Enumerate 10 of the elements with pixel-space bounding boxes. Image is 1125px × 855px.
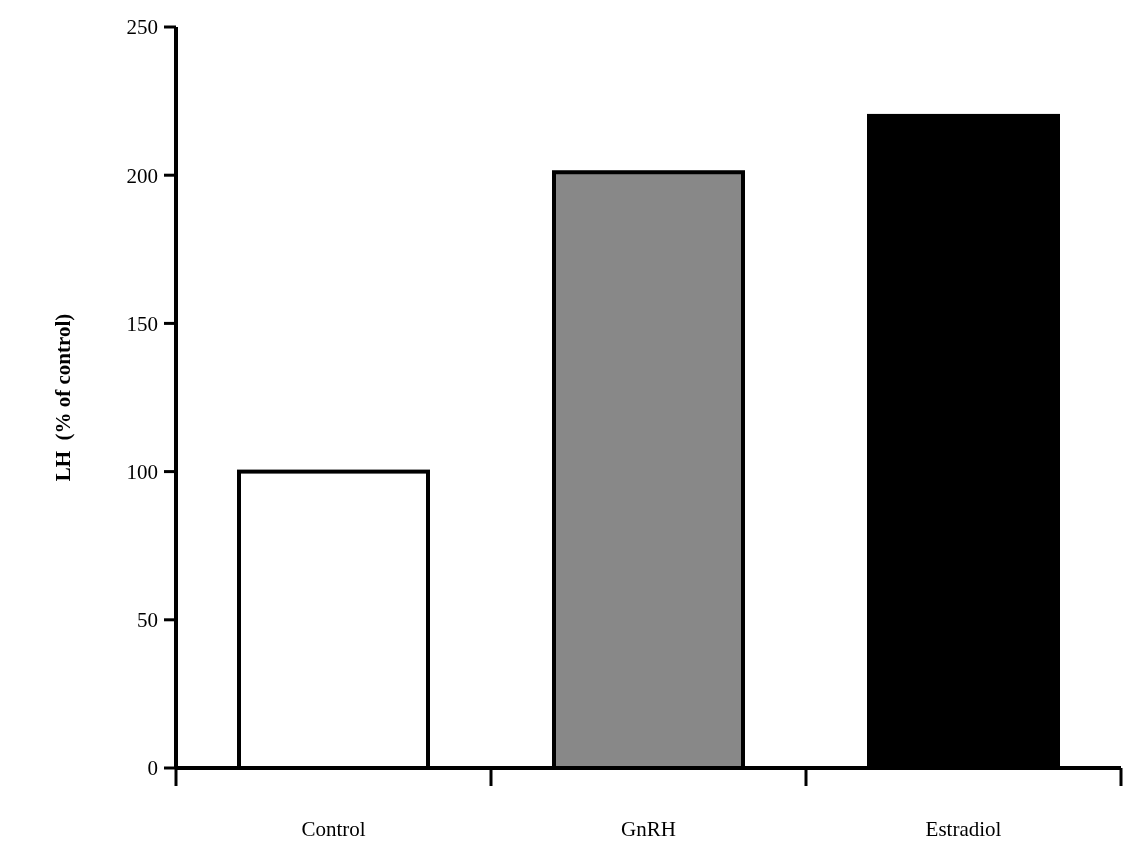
y-tick-label: 50 [137,608,158,633]
x-tick-label: Estradiol [925,817,1002,841]
x-tick-label: GnRH [621,817,676,841]
y-axis-title: LH (% of control) [51,313,75,482]
y-tick-label: 250 [126,15,158,40]
y-tick-label: 150 [126,311,158,336]
y-tick-label: 100 [126,459,158,484]
y-tick-label: 200 [126,163,158,188]
x-tick-label: Control [301,817,366,841]
y-tick-label: 0 [147,756,158,781]
